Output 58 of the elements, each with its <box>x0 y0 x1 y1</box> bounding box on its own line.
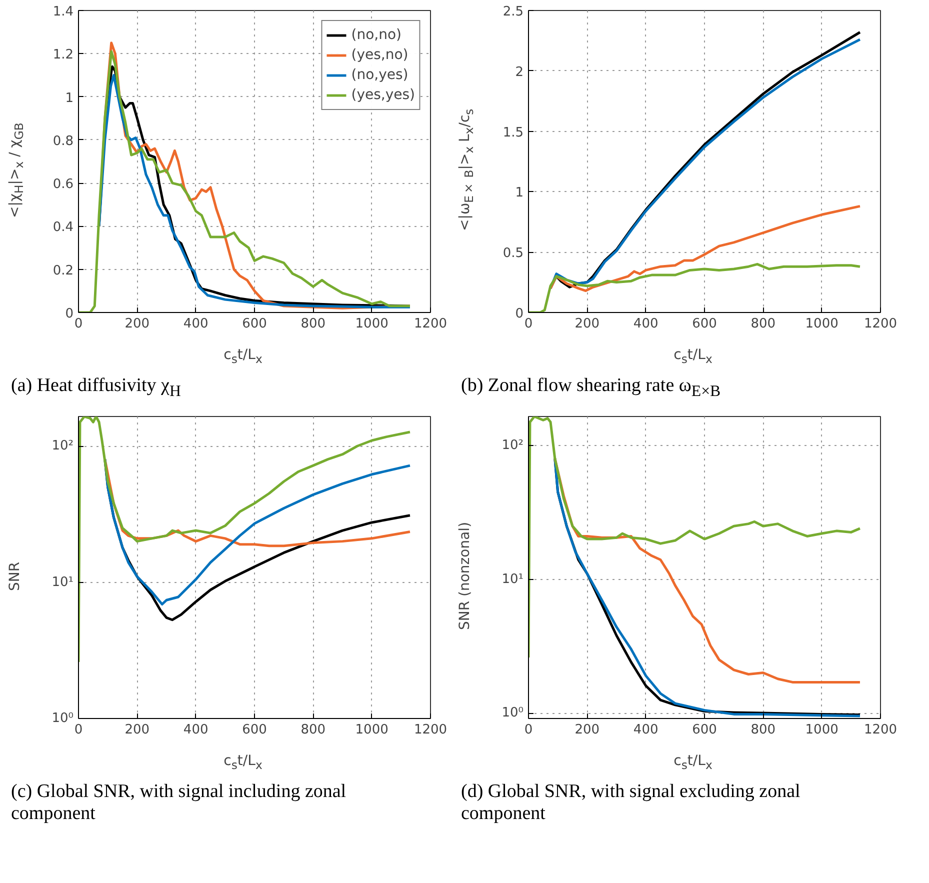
x-tick-label: 1000 <box>805 722 838 738</box>
x-tick-label: 400 <box>183 722 208 738</box>
legend-label: (no,yes) <box>351 67 408 83</box>
y-tick-label: 0 <box>65 306 74 322</box>
x-tick-label: 1200 <box>864 722 898 738</box>
x-tick-label: 600 <box>242 722 267 738</box>
y-tick-label: 1.5 <box>502 125 524 140</box>
x-tick-label: 1200 <box>864 316 898 332</box>
y-axis-title: SNR <box>6 561 24 591</box>
y-tick-label: 1.2 <box>52 48 74 63</box>
x-axis-title: c$_{s}$t/L$_{x}$ <box>674 752 712 774</box>
y-tick-label: 10² <box>502 438 524 454</box>
y-tick-label: 0.5 <box>502 246 524 262</box>
y-tick-label: 2.5 <box>502 4 524 20</box>
y-tick-label: 2 <box>515 64 524 80</box>
y-tick-label: 1 <box>65 90 74 106</box>
x-axis-title: c$_{s}$t/L$_{x}$ <box>674 346 712 368</box>
y-axis-title: SNR (nonzonal) <box>456 522 474 630</box>
x-axis-title: c$_{s}$t/L$_{x}$ <box>224 346 262 368</box>
legend-label: (yes,yes) <box>351 87 415 103</box>
text: (d) Global SNR, with signal excluding zonal component <box>461 780 802 825</box>
x-tick-label: 800 <box>750 722 776 738</box>
y-tick-label: 0 <box>515 306 524 322</box>
x-tick-label: 1200 <box>414 316 448 332</box>
text: (a) Heat diffusivity χ$_{H}$ <box>11 375 181 401</box>
y-tick-label: 0.6 <box>52 177 74 192</box>
y-tick-label: 1 <box>515 186 524 201</box>
x-tick-label: 1000 <box>805 316 838 332</box>
x-tick-label: 1000 <box>355 722 388 738</box>
x-tick-label: 200 <box>124 316 150 332</box>
y-tick-label: 0.4 <box>52 220 74 236</box>
y-tick-label: 10¹ <box>52 574 74 590</box>
x-tick-label: 600 <box>692 722 717 738</box>
x-tick-label: 600 <box>692 316 717 332</box>
x-tick-label: 800 <box>300 722 326 738</box>
y-tick-label: 10⁰ <box>502 706 524 721</box>
legend-label: (no,no) <box>351 27 402 43</box>
legend-label: (yes,no) <box>351 47 408 63</box>
x-tick-label: 400 <box>633 316 658 332</box>
y-tick-label: 10⁰ <box>52 710 74 726</box>
x-tick-label: 800 <box>300 316 326 332</box>
y-tick-label: 0.8 <box>52 134 74 149</box>
text: (b) Zonal flow shearing rate ω$_{E×B}$ <box>461 375 721 401</box>
x-tick-label: 400 <box>633 722 658 738</box>
x-tick-label: 200 <box>574 722 600 738</box>
x-tick-label: 200 <box>574 316 600 332</box>
x-tick-label: 800 <box>750 316 776 332</box>
x-tick-label: 1000 <box>355 316 388 332</box>
text: (c) Global SNR, with signal including zonal component <box>11 780 348 825</box>
x-tick-label: 600 <box>242 316 267 332</box>
y-tick-label: 0.2 <box>52 263 74 278</box>
x-tick-label: 400 <box>183 316 208 332</box>
x-tick-label: 200 <box>124 722 150 738</box>
y-tick-label: 10² <box>52 438 74 454</box>
x-axis-title: c$_{s}$t/L$_{x}$ <box>224 752 262 774</box>
y-tick-label: 1.4 <box>52 4 74 20</box>
x-tick-label: 1200 <box>414 722 448 738</box>
y-tick-label: 10¹ <box>502 572 524 587</box>
